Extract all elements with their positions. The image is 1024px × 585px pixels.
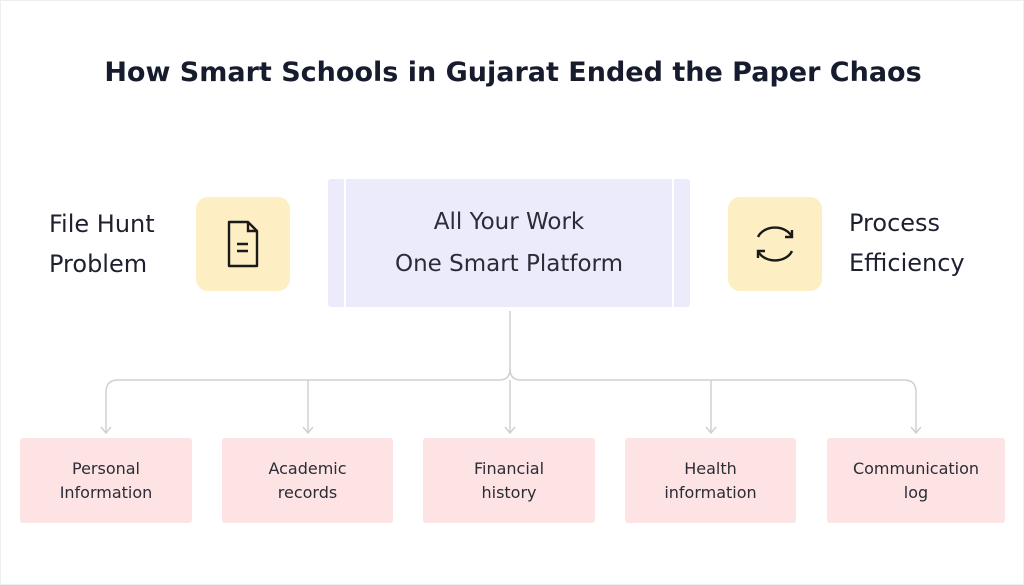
card-line2: history bbox=[481, 482, 537, 502]
right-label: Process Efficiency bbox=[849, 203, 965, 283]
divider bbox=[672, 179, 674, 307]
document-icon-box bbox=[196, 197, 290, 291]
card-line1: Communication bbox=[852, 458, 980, 478]
right-label-line1: Process bbox=[849, 209, 941, 237]
central-platform-box: All Your Work One Smart Platform bbox=[328, 179, 690, 307]
card-academic-records: Academic records bbox=[222, 438, 393, 523]
document-icon bbox=[227, 220, 259, 268]
card-communication-log: Communication log bbox=[827, 438, 1005, 523]
card-line2: information bbox=[664, 482, 757, 502]
card-line1: Personal bbox=[71, 458, 140, 478]
card-health-information: Health information bbox=[625, 438, 796, 523]
card-line2: log bbox=[903, 482, 929, 502]
left-label: File Hunt Problem bbox=[49, 204, 155, 284]
left-label-line1: File Hunt bbox=[49, 210, 155, 238]
refresh-icon bbox=[756, 226, 794, 262]
connector bbox=[509, 368, 917, 433]
card-line1: Financial bbox=[473, 458, 545, 478]
arrow-icon bbox=[100, 426, 922, 435]
card-line1: Health bbox=[684, 458, 737, 478]
left-label-line2: Problem bbox=[49, 250, 148, 278]
refresh-icon-box bbox=[728, 197, 822, 291]
center-line2: One Smart Platform bbox=[394, 251, 624, 277]
center-line1: All Your Work bbox=[433, 209, 585, 235]
divider bbox=[344, 179, 346, 307]
right-label-line2: Efficiency bbox=[849, 249, 965, 277]
card-line1: Academic bbox=[268, 458, 347, 478]
connector bbox=[307, 380, 712, 433]
card-personal-information: Personal Information bbox=[20, 438, 192, 523]
card-line2: Information bbox=[59, 482, 153, 502]
diagram-title: How Smart Schools in Gujarat Ended the P… bbox=[104, 57, 922, 88]
card-financial-history: Financial history bbox=[423, 438, 595, 523]
card-line2: records bbox=[277, 482, 338, 502]
